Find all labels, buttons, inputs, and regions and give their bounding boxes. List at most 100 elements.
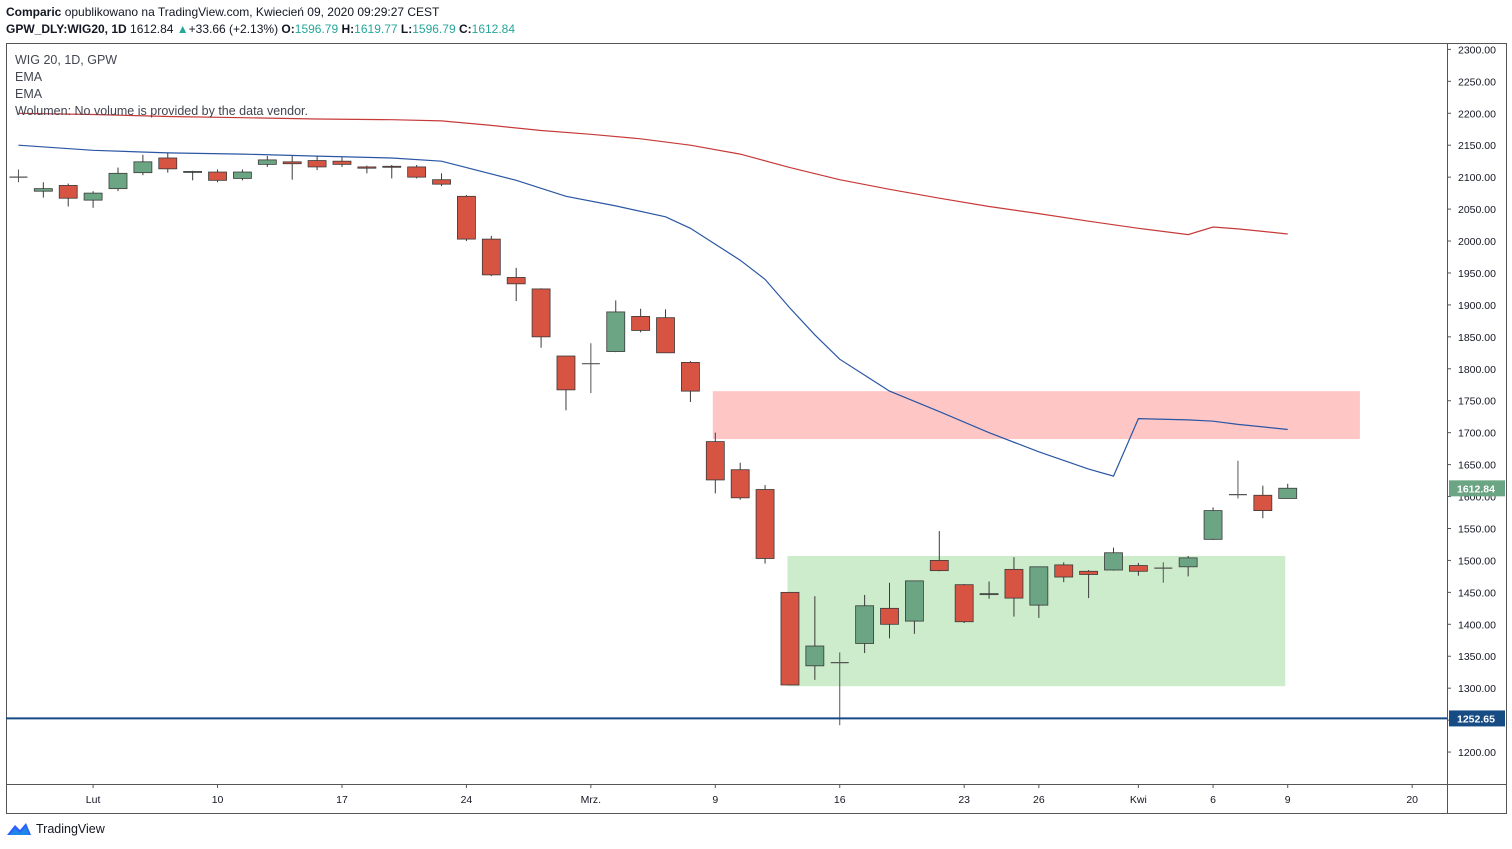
candle[interactable]: [631, 308, 651, 333]
candle-body: [382, 165, 402, 168]
candle-body: [58, 185, 78, 199]
candle[interactable]: [1278, 483, 1298, 499]
last-price: 1612.84: [130, 22, 174, 36]
candle-body: [1054, 564, 1074, 578]
candle[interactable]: [1154, 562, 1173, 583]
candle[interactable]: [880, 582, 899, 639]
x-tick-label: Kwi: [1130, 794, 1147, 806]
candle[interactable]: [1128, 562, 1148, 576]
candle[interactable]: [855, 594, 875, 654]
candle[interactable]: [755, 485, 775, 564]
candle[interactable]: [9, 169, 28, 183]
ema-slow-line[interactable]: [18, 112, 1288, 236]
y-tick-label: 2150.00: [1458, 140, 1496, 152]
candle-body: [83, 192, 103, 201]
candle[interactable]: [1228, 460, 1247, 499]
candle[interactable]: [581, 343, 600, 394]
candle[interactable]: [457, 195, 476, 242]
candle-body: [33, 188, 53, 192]
candle[interactable]: [407, 165, 427, 179]
candle-body: [357, 166, 377, 169]
candle[interactable]: [133, 154, 153, 176]
open-value: 1596.79: [294, 22, 339, 36]
y-tick-label: 1950.00: [1458, 268, 1496, 280]
candle-body: [506, 277, 526, 285]
candle[interactable]: [332, 157, 352, 167]
open-label: O:: [281, 22, 295, 36]
tradingview-logo-icon: [7, 823, 31, 835]
candle[interactable]: [1079, 570, 1099, 599]
candle[interactable]: [830, 652, 849, 726]
candle-body: [979, 593, 999, 596]
candle[interactable]: [805, 596, 825, 680]
x-tick-label: 23: [958, 794, 970, 806]
y-tick-label: 2250.00: [1458, 76, 1496, 88]
candle[interactable]: [681, 361, 700, 403]
last-price-tag-label: 1612.84: [1457, 483, 1495, 495]
candle[interactable]: [954, 584, 974, 624]
candle[interactable]: [730, 462, 750, 500]
candle-body: [1104, 552, 1123, 571]
candle[interactable]: [929, 531, 949, 572]
legend-volume: Wolumen: No volume is provided by the da…: [15, 104, 308, 118]
candle-body: [1178, 557, 1198, 568]
candle-body: [730, 469, 750, 499]
candle[interactable]: [58, 183, 78, 207]
candle[interactable]: [905, 580, 924, 634]
candle-body: [705, 441, 725, 481]
candle[interactable]: [1104, 547, 1123, 571]
support-price-tag-label: 1252.65: [1457, 713, 1495, 725]
candle[interactable]: [1054, 562, 1074, 583]
candle[interactable]: [382, 165, 402, 179]
candle[interactable]: [357, 165, 377, 174]
candle[interactable]: [1178, 555, 1198, 577]
candle-body: [855, 605, 875, 644]
legend-ema-fast: EMA: [15, 70, 43, 84]
resistance-zone[interactable]: [712, 391, 1360, 440]
close-label: C:: [458, 22, 472, 36]
candle-body: [208, 171, 227, 181]
candle[interactable]: [208, 169, 227, 183]
candle[interactable]: [1029, 566, 1049, 618]
legend-ema-slow: EMA: [15, 87, 43, 101]
candle[interactable]: [1203, 507, 1223, 540]
candle[interactable]: [705, 432, 725, 494]
candle-body: [282, 161, 302, 165]
candle[interactable]: [282, 156, 302, 180]
candle[interactable]: [531, 288, 551, 348]
x-tick-label: 9: [1285, 794, 1291, 806]
candle[interactable]: [656, 309, 675, 354]
candle[interactable]: [83, 191, 103, 208]
candle[interactable]: [780, 591, 800, 686]
candle[interactable]: [158, 152, 178, 173]
candle[interactable]: [307, 156, 327, 171]
candle[interactable]: [556, 355, 576, 411]
high-label: H:: [341, 22, 355, 36]
high-value: 1619.77: [354, 22, 398, 36]
symbol-summary: GPW_DLY:WIG20, 1D 1612.84 ▲+33.66 (+2.13…: [6, 22, 515, 36]
candle[interactable]: [1253, 485, 1273, 519]
ema-fast-line[interactable]: [18, 144, 1288, 477]
candle[interactable]: [1004, 557, 1024, 617]
candle[interactable]: [979, 581, 999, 599]
y-tick-label: 1400.00: [1458, 619, 1496, 631]
candle-body: [531, 288, 551, 338]
candle-body: [307, 160, 327, 168]
candle[interactable]: [183, 170, 203, 181]
candle[interactable]: [108, 167, 128, 192]
candle[interactable]: [257, 156, 277, 167]
low-label: L:: [400, 22, 413, 36]
candle[interactable]: [506, 267, 526, 302]
tradingview-brand[interactable]: TradingView: [6, 821, 105, 837]
legend-title: WIG 20, 1D, GPW: [15, 53, 118, 67]
candle[interactable]: [606, 300, 626, 353]
x-tick-label: 9: [712, 794, 718, 806]
candle[interactable]: [233, 169, 252, 181]
candle[interactable]: [481, 235, 501, 277]
y-tick-label: 2050.00: [1458, 204, 1496, 216]
candle[interactable]: [432, 173, 451, 187]
close-value: 1612.84: [471, 22, 516, 36]
candle[interactable]: [33, 182, 53, 198]
candle-body: [681, 361, 700, 392]
